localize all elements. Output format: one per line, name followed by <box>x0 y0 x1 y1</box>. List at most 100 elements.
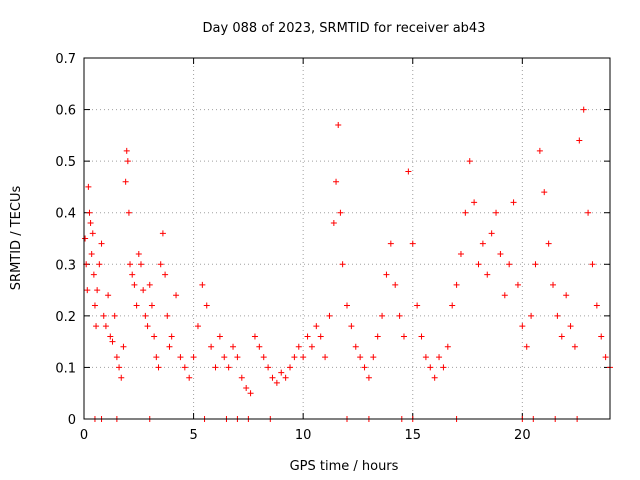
data-point <box>479 240 486 247</box>
data-point <box>168 333 175 340</box>
data-point <box>431 374 438 381</box>
data-point <box>339 261 346 268</box>
data-point <box>113 354 120 361</box>
data-point <box>102 323 109 330</box>
data-point <box>326 312 333 319</box>
data-point <box>484 271 491 278</box>
x-tick-label: 0 <box>80 428 88 443</box>
data-point <box>308 343 315 350</box>
data-point <box>304 333 311 340</box>
data-point <box>444 343 451 350</box>
data-point <box>365 374 372 381</box>
data-point <box>155 364 162 371</box>
data-point <box>313 323 320 330</box>
data-point <box>585 209 592 216</box>
data-point <box>85 183 92 190</box>
data-point <box>162 271 169 278</box>
data-point <box>400 333 407 340</box>
data-point <box>225 364 232 371</box>
data-point <box>330 220 337 227</box>
x-tick-labels: 0 5 10 15 20 <box>80 428 531 443</box>
data-point <box>510 199 517 206</box>
data-point <box>177 354 184 361</box>
data-point <box>514 281 521 288</box>
data-point <box>238 374 245 381</box>
data-point <box>234 354 241 361</box>
data-point <box>90 271 97 278</box>
data-point <box>208 343 215 350</box>
y-tick-label: 0 <box>68 413 76 428</box>
data-point <box>567 323 574 330</box>
data-point <box>181 364 188 371</box>
data-point <box>260 354 267 361</box>
data-point <box>545 240 552 247</box>
data-point <box>190 354 197 361</box>
data-point <box>146 281 153 288</box>
data-point <box>199 281 206 288</box>
data-point <box>93 323 100 330</box>
data-point <box>563 292 570 299</box>
data-point <box>125 209 132 216</box>
data-points <box>82 106 613 422</box>
data-point <box>383 271 390 278</box>
data-point <box>409 240 416 247</box>
data-point <box>554 312 561 319</box>
data-point <box>159 230 166 237</box>
data-point <box>422 354 429 361</box>
y-tick-label: 0.5 <box>55 155 76 170</box>
data-point <box>357 354 364 361</box>
data-point <box>140 287 147 294</box>
data-point <box>256 343 263 350</box>
x-tick-label: 15 <box>404 428 421 443</box>
data-point <box>243 385 250 392</box>
y-tick-label: 0.7 <box>55 52 76 67</box>
data-point <box>124 158 131 165</box>
data-point <box>123 147 130 154</box>
data-point <box>300 354 307 361</box>
data-point <box>287 364 294 371</box>
y-tick-label: 0.2 <box>55 310 76 325</box>
data-point <box>497 250 504 257</box>
data-point <box>212 364 219 371</box>
data-point <box>86 209 93 216</box>
data-point <box>148 302 155 309</box>
data-point <box>216 333 223 340</box>
data-point <box>550 281 557 288</box>
x-axis-label: GPS time / hours <box>290 459 399 474</box>
data-point <box>251 333 258 340</box>
data-point <box>127 261 134 268</box>
y-tick-label: 0.4 <box>55 207 76 222</box>
data-point <box>291 354 298 361</box>
data-point <box>265 364 272 371</box>
axis-ticks <box>83 57 610 420</box>
chart-title: Day 088 of 2023, SRMTID for receiver ab4… <box>203 21 486 36</box>
y-axis-label: SRMTID / TECUs <box>9 186 24 291</box>
y-tick-label: 0.3 <box>55 258 76 273</box>
data-point <box>523 343 530 350</box>
y-tick-label: 0.6 <box>55 104 76 119</box>
data-point <box>186 374 193 381</box>
data-point <box>589 261 596 268</box>
data-point <box>528 312 535 319</box>
data-point <box>337 209 344 216</box>
data-point <box>462 209 469 216</box>
data-point <box>278 369 285 376</box>
data-point <box>536 147 543 154</box>
data-point <box>427 364 434 371</box>
data-point <box>135 250 142 257</box>
data-point <box>541 189 548 196</box>
data-point <box>405 168 412 175</box>
data-point <box>91 302 98 309</box>
data-point <box>571 343 578 350</box>
data-point <box>107 333 114 340</box>
data-point <box>348 323 355 330</box>
data-point <box>379 312 386 319</box>
data-point <box>166 343 173 350</box>
data-point <box>269 374 276 381</box>
data-point <box>122 178 129 185</box>
data-point <box>488 230 495 237</box>
data-point <box>352 343 359 350</box>
data-point <box>374 333 381 340</box>
data-point <box>501 292 508 299</box>
